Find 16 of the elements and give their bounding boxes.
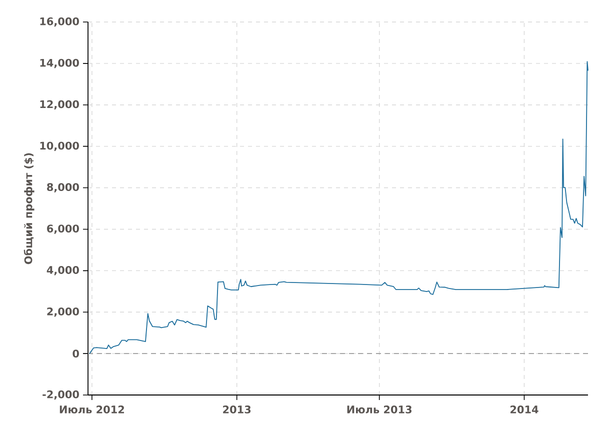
y-tick-label: 8,000 <box>47 183 79 192</box>
y-tick-label: 10,000 <box>40 142 79 151</box>
x-tick-label: Июль 2012 <box>60 406 124 414</box>
x-tick-label: 2014 <box>510 406 538 414</box>
y-axis-title: Общий профит ($) <box>24 153 34 264</box>
y-tick-label: 6,000 <box>47 224 79 234</box>
y-tick-label: 12,000 <box>40 100 79 110</box>
x-tick-label: 2013 <box>223 406 251 414</box>
line-series <box>89 61 588 354</box>
y-tick-label: -2,000 <box>42 390 79 400</box>
y-tick-label: 0 <box>72 350 79 358</box>
y-tick-label: 2,000 <box>47 307 79 317</box>
x-tick-label: Июль 2013 <box>347 406 412 414</box>
y-tick-label: 14,000 <box>40 58 79 68</box>
y-tick-label: 4,000 <box>46 266 79 276</box>
y-tick-label: 16,000 <box>40 17 79 27</box>
